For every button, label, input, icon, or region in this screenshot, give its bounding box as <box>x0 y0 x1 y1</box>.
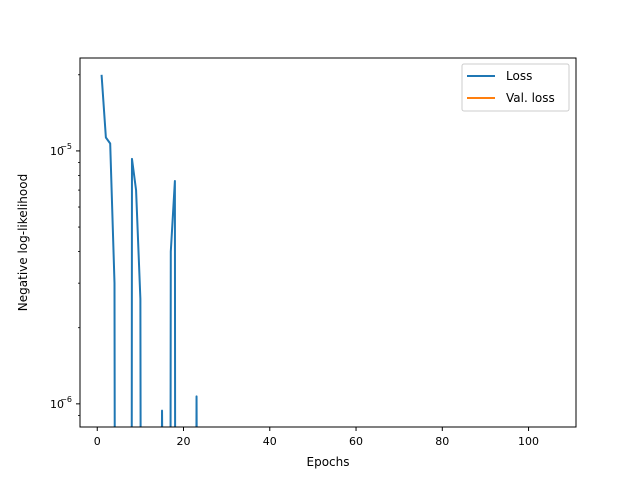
x-tick-label: 60 <box>349 435 363 448</box>
series-line-1-segment-2 <box>130 157 142 427</box>
series-line-1-segment-1 <box>100 74 116 427</box>
x-tick-label: 80 <box>435 435 449 448</box>
x-axis: 0 20 40 60 80 100 <box>94 427 539 448</box>
y-tick-exponent: −5 <box>60 142 72 151</box>
x-axis-label: Epochs <box>307 455 350 469</box>
series-line-1-segment-4 <box>169 180 177 427</box>
x-tick-label: 20 <box>177 435 191 448</box>
axes-frame <box>79 57 577 428</box>
x-tick-label: 40 <box>263 435 277 448</box>
plot-area <box>100 74 198 427</box>
x-tick-label: 100 <box>518 435 539 448</box>
y-axis: 10−610−5 <box>50 74 80 416</box>
x-tick-label: 0 <box>94 435 101 448</box>
y-axis-label: Negative log-likelihood <box>16 174 30 311</box>
y-tick-exponent: −6 <box>60 395 72 404</box>
legend-label: Val. loss <box>506 91 555 105</box>
legend-label: Loss <box>506 69 532 83</box>
legend: Loss Val. loss <box>461 63 570 112</box>
y-tick-label: 10 <box>50 145 64 158</box>
y-tick-label: 10 <box>50 398 64 411</box>
